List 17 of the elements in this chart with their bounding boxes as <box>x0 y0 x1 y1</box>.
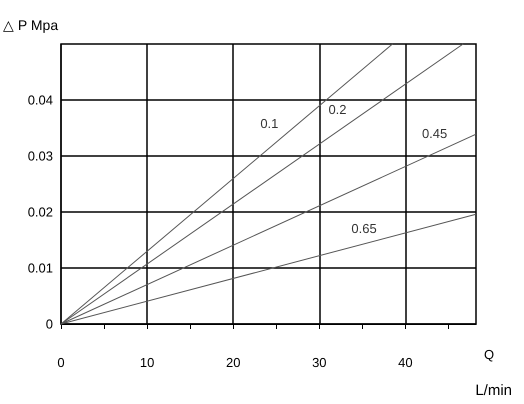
x-tick-label: 40 <box>398 355 413 370</box>
x-tick-label: 20 <box>226 355 240 370</box>
y-tick-label: 0.03 <box>28 148 53 164</box>
y-tick-label: 0.04 <box>28 92 53 108</box>
series-label: 0.45 <box>422 126 448 142</box>
x-tick-label: 10 <box>140 355 154 370</box>
series-label: 0.2 <box>328 102 347 118</box>
x-tick-label: 30 <box>312 355 327 370</box>
x-axis-title: Q <box>484 347 494 362</box>
y-tick-label: 0.02 <box>28 204 53 220</box>
y-tick-label: 0 <box>46 316 53 332</box>
y-tick-label: 0.01 <box>28 260 53 276</box>
series-label: 0.1 <box>260 116 278 132</box>
series-label: 0.65 <box>351 220 377 236</box>
text: L/min <box>475 382 512 399</box>
x-tick-label: 0 <box>57 355 65 370</box>
y-axis-title: △ P Mpa <box>3 17 58 33</box>
